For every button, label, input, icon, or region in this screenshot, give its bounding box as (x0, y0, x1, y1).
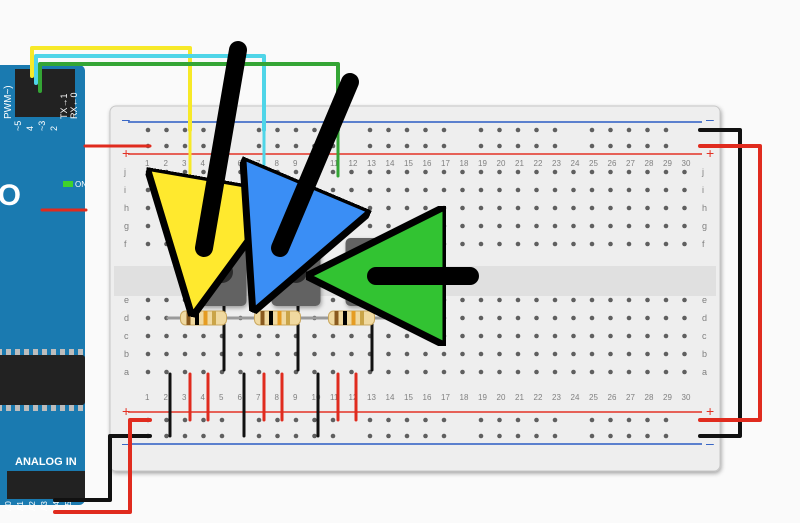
svg-text:TX→1: TX→1 (59, 93, 69, 119)
svg-text:b: b (124, 349, 129, 359)
svg-text:A2: A2 (28, 501, 37, 511)
svg-text:20: 20 (497, 393, 506, 402)
svg-text:A1: A1 (16, 501, 25, 511)
svg-text:25: 25 (589, 393, 598, 402)
svg-text:18: 18 (460, 393, 469, 402)
svg-text:22: 22 (534, 393, 543, 402)
svg-text:14: 14 (386, 159, 395, 168)
svg-text:22: 22 (534, 159, 543, 168)
svg-text:9: 9 (293, 393, 298, 402)
svg-text:i: i (702, 185, 704, 195)
svg-text:13: 13 (367, 159, 376, 168)
svg-text:8: 8 (275, 159, 280, 168)
svg-text:2: 2 (164, 393, 169, 402)
svg-text:2: 2 (49, 126, 59, 131)
svg-text:–: – (706, 111, 714, 127)
svg-text:j: j (701, 167, 704, 177)
svg-text:d: d (702, 313, 707, 323)
svg-text:4: 4 (201, 159, 206, 168)
svg-text:NO: NO (0, 179, 22, 212)
svg-text:g: g (702, 221, 707, 231)
svg-text:c: c (124, 331, 129, 341)
svg-text:29: 29 (663, 393, 672, 402)
svg-text:23: 23 (552, 393, 561, 402)
svg-text:g: g (124, 221, 129, 231)
svg-text:24: 24 (571, 393, 580, 402)
svg-text:1: 1 (145, 159, 150, 168)
svg-text:10: 10 (312, 393, 321, 402)
arduino-board: PWM~) TX→1RX←0 ~54~32 NO ON ANALOG IN A0A1A2A3… (0, 65, 87, 511)
svg-text:2: 2 (164, 159, 169, 168)
svg-text:e: e (702, 295, 707, 305)
svg-text:15: 15 (404, 159, 413, 168)
svg-text:9: 9 (293, 159, 298, 168)
svg-text:–: – (122, 111, 130, 127)
svg-text:6: 6 (238, 159, 243, 168)
svg-text:e: e (124, 295, 129, 305)
svg-text:16: 16 (423, 393, 432, 402)
svg-text:28: 28 (645, 159, 654, 168)
svg-text:7: 7 (256, 159, 261, 168)
svg-text:3: 3 (182, 159, 187, 168)
svg-text:30: 30 (682, 393, 691, 402)
svg-text:29: 29 (663, 159, 672, 168)
svg-text:j: j (123, 167, 126, 177)
svg-text:i: i (124, 185, 126, 195)
svg-text:28: 28 (645, 393, 654, 402)
svg-text:27: 27 (626, 159, 635, 168)
svg-text:5: 5 (219, 393, 224, 402)
svg-text:16: 16 (423, 159, 432, 168)
svg-text:17: 17 (441, 159, 450, 168)
svg-text:21: 21 (515, 159, 524, 168)
svg-text:6: 6 (238, 393, 243, 402)
svg-text:15: 15 (404, 393, 413, 402)
svg-text:A3: A3 (40, 501, 49, 511)
svg-text:23: 23 (552, 159, 561, 168)
svg-text:PWM~): PWM~) (3, 85, 14, 119)
svg-text:4: 4 (25, 126, 35, 131)
svg-text:+: + (122, 403, 130, 419)
svg-text:14: 14 (386, 393, 395, 402)
svg-text:17: 17 (441, 393, 450, 402)
svg-text:19: 19 (478, 393, 487, 402)
svg-text:27: 27 (626, 393, 635, 402)
svg-text:A4: A4 (52, 501, 61, 511)
svg-text:12: 12 (349, 159, 358, 168)
svg-text:7: 7 (256, 393, 261, 402)
diagram: PWM~)TX→1RX←0~54~32NOONANALOG INA0A1A2A3… (0, 0, 800, 523)
svg-text:21: 21 (515, 393, 524, 402)
svg-text:RX←0: RX←0 (69, 92, 79, 119)
svg-text:ON: ON (75, 180, 87, 189)
svg-text:c: c (702, 331, 707, 341)
svg-text:13: 13 (367, 393, 376, 402)
svg-text:A0: A0 (4, 501, 13, 511)
svg-text:26: 26 (608, 159, 617, 168)
svg-text:24: 24 (571, 159, 580, 168)
svg-text:h: h (702, 203, 707, 213)
svg-text:A5: A5 (64, 501, 73, 511)
svg-text:25: 25 (589, 159, 598, 168)
svg-text:~3: ~3 (37, 121, 47, 131)
svg-text:b: b (702, 349, 707, 359)
svg-text:18: 18 (460, 159, 469, 168)
svg-text:h: h (124, 203, 129, 213)
svg-text:4: 4 (201, 393, 206, 402)
svg-text:~5: ~5 (13, 121, 23, 131)
svg-text:26: 26 (608, 393, 617, 402)
svg-text:3: 3 (182, 393, 187, 402)
svg-text:d: d (124, 313, 129, 323)
svg-text:1: 1 (145, 393, 150, 402)
svg-text:ANALOG IN: ANALOG IN (15, 456, 77, 468)
svg-text:20: 20 (497, 159, 506, 168)
svg-text:30: 30 (682, 159, 691, 168)
svg-text:a: a (124, 367, 129, 377)
svg-text:+: + (706, 403, 714, 419)
svg-text:a: a (702, 367, 707, 377)
svg-text:8: 8 (275, 393, 280, 402)
svg-text:19: 19 (478, 159, 487, 168)
